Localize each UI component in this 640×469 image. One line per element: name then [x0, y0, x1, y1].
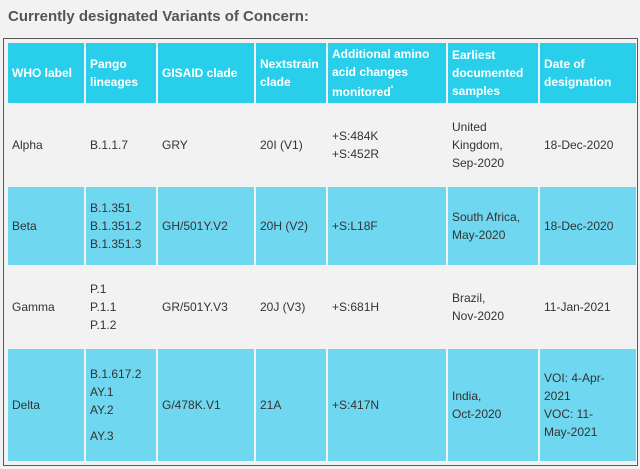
table-row: Beta B.1.351 B.1.351.2 B.1.351.3 GH/501Y.V2 2…: [8, 187, 636, 265]
cell-gisaid: GRY: [158, 105, 254, 185]
cell-who: Gamma: [8, 267, 84, 347]
cell-line: Sep-2020: [452, 156, 505, 170]
cell-designation: VOI: 4-Apr- 2021 VOC: 11- May-2021: [540, 349, 636, 461]
cell-line: 11-Jan-2021: [544, 300, 611, 314]
cell-line: 18-Dec-2020: [544, 219, 614, 233]
cell-line: May-2021: [544, 425, 598, 439]
cell-pango: P.1 P.1.1 P.1.2: [86, 267, 156, 347]
cell-nextstrain: 20I (V1): [256, 105, 326, 185]
cell-aa-changes: +S:681H: [328, 267, 446, 347]
cell-designation: 18-Dec-2020: [540, 187, 636, 265]
cell-nextstrain: 20J (V3): [256, 267, 326, 347]
cell-line: B.1.1.7: [90, 138, 129, 152]
cell-who: Delta: [8, 349, 84, 461]
col-header-aa-changes: Additional amino acid changes monitored°: [328, 43, 446, 103]
variants-table-container: WHO label Pango lineages GISAID clade Ne…: [3, 38, 638, 466]
cell-line: B.1.351.2: [90, 219, 142, 233]
cell-line: AY.1: [90, 385, 114, 399]
header-row: WHO label Pango lineages GISAID clade Ne…: [8, 43, 636, 103]
cell-aa-changes: +S:417N: [328, 349, 446, 461]
col-header-who-label: WHO label: [8, 43, 84, 103]
cell-who: Beta: [8, 187, 84, 265]
cell-line: P.1: [90, 282, 107, 296]
cell-line: 18-Dec-2020: [544, 138, 614, 152]
cell-nextstrain: 21A: [256, 349, 326, 461]
cell-line: +S:681H: [332, 300, 380, 314]
cell-gisaid: GH/501Y.V2: [158, 187, 254, 265]
cell-line: +S:L18F: [332, 219, 378, 233]
cell-line: Kingdom,: [452, 138, 503, 152]
cell-line: B.1.351: [90, 201, 132, 215]
cell-line: P.1.2: [90, 318, 117, 332]
cell-line: AY.2: [90, 403, 114, 417]
page-title: Currently designated Variants of Concern…: [8, 8, 309, 25]
cell-line: United: [452, 120, 487, 134]
col-header-nextstrain-clade: Nextstrain clade: [256, 43, 326, 103]
cell-line: B.1.617.2: [90, 367, 142, 381]
table-row: Delta B.1.617.2 AY.1 AY.2 AY.3 G/478K.V1 21A +S…: [8, 349, 636, 461]
col-header-earliest-samples: Earliest documented samples: [448, 43, 538, 103]
cell-earliest: Brazil, Nov-2020: [448, 267, 538, 347]
cell-line: B.1.351.3: [90, 237, 142, 251]
cell-line: +S:484K: [332, 129, 379, 143]
cell-designation: 11-Jan-2021: [540, 267, 636, 347]
cell-line: Oct-2020: [452, 407, 502, 421]
cell-earliest: India, Oct-2020: [448, 349, 538, 461]
col-header-date-designation: Date of designation: [540, 43, 636, 103]
col-header-gisaid-clade: GISAID clade: [158, 43, 254, 103]
cell-earliest: United Kingdom, Sep-2020: [448, 105, 538, 185]
cell-line: VOI: 4-Apr-: [544, 371, 605, 385]
col-header-aa-changes-label: Additional amino acid changes monitored: [332, 47, 430, 99]
cell-line: May-2020: [452, 228, 506, 242]
cell-line: 2021: [544, 389, 571, 403]
col-header-pango-lineages: Pango lineages: [86, 43, 156, 103]
cell-pango: B.1.617.2 AY.1 AY.2 AY.3: [86, 349, 156, 461]
cell-gisaid: G/478K.V1: [158, 349, 254, 461]
cell-line: South Africa,: [452, 210, 521, 224]
table-row: Alpha B.1.1.7 GRY 20I (V1) +S:484K +S:452R Uni…: [8, 105, 636, 185]
cell-line: Brazil,: [452, 291, 486, 305]
cell-line: +S:417N: [332, 398, 380, 412]
cell-line: India,: [452, 389, 482, 403]
cell-nextstrain: 20H (V2): [256, 187, 326, 265]
cell-aa-changes: +S:484K +S:452R: [328, 105, 446, 185]
cell-line: AY.3: [90, 429, 114, 443]
cell-designation: 18-Dec-2020: [540, 105, 636, 185]
col-header-aa-changes-footnote: °: [390, 86, 394, 93]
cell-aa-changes: +S:L18F: [328, 187, 446, 265]
cell-line-spacer: [90, 419, 152, 427]
table-row: Gamma P.1 P.1.1 P.1.2 GR/501Y.V3 20J (V3) +S:6…: [8, 267, 636, 347]
cell-gisaid: GR/501Y.V3: [158, 267, 254, 347]
cell-who: Alpha: [8, 105, 84, 185]
cell-pango: B.1.1.7: [86, 105, 156, 185]
cell-line: Nov-2020: [452, 309, 505, 323]
cell-earliest: South Africa, May-2020: [448, 187, 538, 265]
cell-line: VOC: 11-: [544, 407, 594, 421]
variants-table: WHO label Pango lineages GISAID clade Ne…: [6, 41, 638, 463]
cell-line: P.1.1: [90, 300, 117, 314]
cell-pango: B.1.351 B.1.351.2 B.1.351.3: [86, 187, 156, 265]
cell-line: +S:452R: [332, 147, 380, 161]
